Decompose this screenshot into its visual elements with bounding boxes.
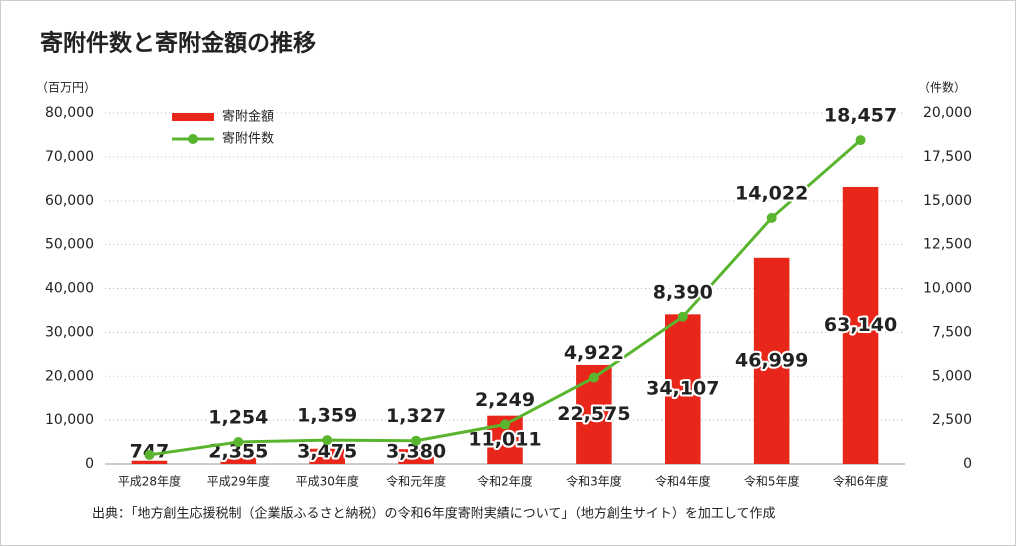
bar — [753, 257, 790, 464]
legend-swatch — [172, 113, 214, 121]
line-value-label: 14,022 — [735, 182, 808, 204]
line-point — [766, 212, 777, 223]
x-tick-label: 令和5年度 — [744, 474, 800, 489]
y-tick-label: 30,000 — [45, 324, 94, 340]
y2-tick-label: 17,500 — [923, 149, 972, 165]
bar-value-label: 22,575 — [557, 403, 630, 425]
y-tick-label: 70,000 — [45, 149, 94, 165]
y2-tick-label: 2,500 — [932, 412, 972, 428]
line-point — [411, 435, 422, 446]
bar — [665, 314, 701, 464]
y2-tick-label: 12,500 — [923, 237, 972, 253]
y-tick-label: 80,000 — [45, 105, 94, 121]
y-tick-label: 0 — [85, 456, 94, 472]
y-tick-label: 20,000 — [45, 368, 94, 384]
legend-label: 寄附件数 — [222, 131, 274, 147]
bar — [220, 453, 257, 464]
x-tick-label: 令和6年度 — [833, 474, 889, 489]
y-tick-label: 50,000 — [45, 237, 94, 253]
line-point — [500, 419, 510, 430]
line-point — [144, 449, 155, 460]
bar — [309, 448, 345, 464]
legend-label: 寄附金額 — [222, 109, 274, 125]
y2-tick-label: 15,000 — [923, 193, 972, 209]
source-note: 出典：「地方創生応援税制（企業版ふるさと納税）の令和6年度寄附実績について」（地… — [92, 506, 776, 522]
x-tick-label: 令和4年度 — [655, 474, 711, 489]
x-tick-label: 令和2年度 — [477, 474, 533, 489]
legend-swatch — [188, 134, 198, 144]
line-value-label: 18,457 — [824, 105, 897, 127]
x-tick-label: 平成28年度 — [118, 474, 181, 489]
y-tick-label: 10,000 — [45, 412, 94, 428]
y2-tick-label: 7,500 — [932, 324, 972, 340]
line-value-label: 1,359 — [297, 405, 357, 427]
y2-tick-label: 20,000 — [923, 105, 972, 121]
line-value-label: 4,922 — [564, 342, 624, 364]
x-tick-label: 令和3年度 — [566, 474, 622, 489]
line-point — [322, 435, 333, 446]
line-value-label: 8,390 — [653, 281, 713, 303]
line-point — [855, 135, 866, 146]
line-value-label: 1,327 — [386, 405, 446, 427]
x-tick-label: 令和元年度 — [386, 474, 446, 489]
y-tick-label: 60,000 — [45, 193, 94, 209]
line-point — [233, 436, 244, 447]
chart-title: 寄附件数と寄附金額の推移 — [40, 30, 316, 57]
x-tick-label: 平成29年度 — [207, 474, 270, 489]
x-tick-label: 平成30年度 — [296, 474, 359, 489]
y2-tick-label: 5,000 — [932, 368, 972, 384]
line-point — [588, 372, 599, 383]
y-axis-unit: （百万円） — [36, 81, 96, 95]
bar-value-label: 63,140 — [824, 314, 897, 336]
bar — [398, 449, 434, 464]
bar-value-label: 46,999 — [735, 349, 808, 371]
y-tick-label: 40,000 — [45, 281, 94, 297]
y2-tick-label: 0 — [963, 456, 972, 472]
y2-tick-label: 10,000 — [923, 281, 972, 297]
bar-value-label: 34,107 — [646, 378, 719, 400]
bar — [842, 186, 879, 464]
bar-value-label: 3,380 — [386, 441, 446, 463]
y2-axis-unit: （件数） — [918, 80, 966, 95]
bar — [131, 460, 168, 464]
line-value-label: 1,254 — [208, 406, 268, 428]
line-point — [677, 311, 688, 322]
line-value-label: 2,249 — [475, 389, 535, 411]
bar-value-label: 11,011 — [468, 428, 541, 450]
